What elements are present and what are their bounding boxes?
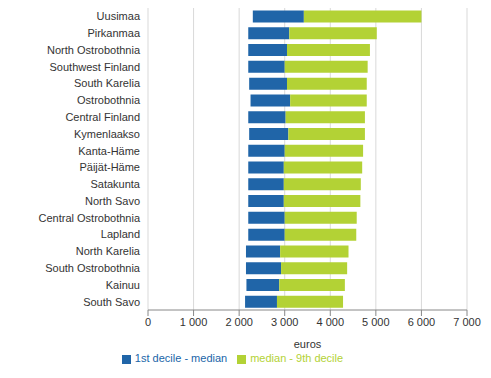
svg-text:euros: euros xyxy=(294,338,322,350)
svg-text:South Karelia: South Karelia xyxy=(74,77,141,89)
svg-text:North Ostrobothnia: North Ostrobothnia xyxy=(47,44,141,56)
svg-text:Uusimaa: Uusimaa xyxy=(97,10,141,22)
svg-text:0: 0 xyxy=(145,316,151,328)
svg-text:Ostrobothnia: Ostrobothnia xyxy=(77,94,141,106)
svg-text:Kymenlaakso: Kymenlaakso xyxy=(74,128,140,140)
svg-text:South Savo: South Savo xyxy=(83,296,140,308)
svg-text:4 000: 4 000 xyxy=(317,316,345,328)
svg-text:Päijät-Häme: Päijät-Häme xyxy=(79,161,140,173)
svg-text:7 000: 7 000 xyxy=(453,316,481,328)
svg-text:1 000: 1 000 xyxy=(180,316,208,328)
svg-text:3 000: 3 000 xyxy=(271,316,299,328)
svg-text:Central Ostrobothnia: Central Ostrobothnia xyxy=(39,212,141,224)
svg-text:5 000: 5 000 xyxy=(362,316,390,328)
svg-text:Central Finland: Central Finland xyxy=(65,111,140,123)
svg-text:6 000: 6 000 xyxy=(408,316,436,328)
svg-text:North Karelia: North Karelia xyxy=(76,245,141,257)
html-text:median - 9th decile: median - 9th decile xyxy=(250,352,344,364)
svg-text:Kanta-Häme: Kanta-Häme xyxy=(78,145,140,157)
svg-text:Lapland: Lapland xyxy=(101,228,140,240)
svg-text:South Ostrobothnia: South Ostrobothnia xyxy=(45,262,141,274)
svg-text:Southwest Finland: Southwest Finland xyxy=(50,61,141,73)
svg-text:North Savo: North Savo xyxy=(85,195,140,207)
html-text:1st decile - median: 1st decile - median xyxy=(134,352,228,364)
svg-text:2 000: 2 000 xyxy=(225,316,253,328)
svg-text:Satakunta: Satakunta xyxy=(90,178,140,190)
svg-text:Pirkanmaa: Pirkanmaa xyxy=(87,27,140,39)
svg-text:Kainuu: Kainuu xyxy=(106,279,140,291)
